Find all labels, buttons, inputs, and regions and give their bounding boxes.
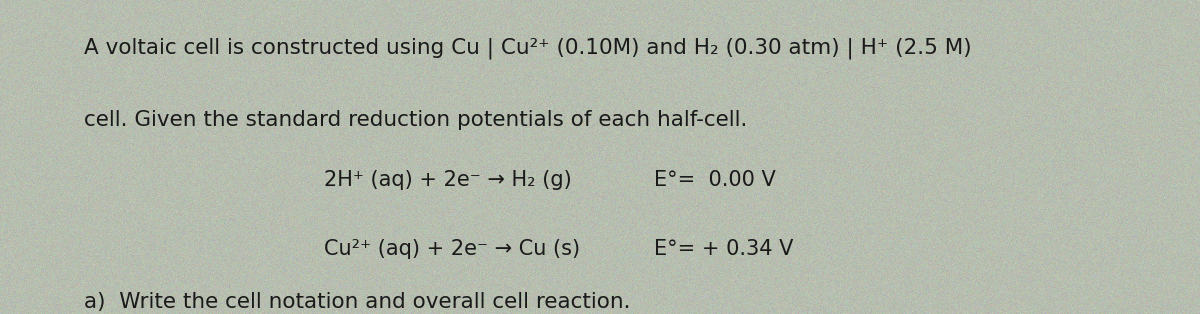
Text: E°=  0.00 V: E°= 0.00 V (654, 170, 775, 190)
Text: a)  Write the cell notation and overall cell reaction.: a) Write the cell notation and overall c… (84, 292, 630, 312)
Text: cell. Given the standard reduction potentials of each half-cell.: cell. Given the standard reduction poten… (84, 110, 748, 130)
Text: 2H⁺ (aq) + 2e⁻ → H₂ (g): 2H⁺ (aq) + 2e⁻ → H₂ (g) (324, 170, 571, 190)
Text: A voltaic cell is constructed using Cu | Cu²⁺ (0.10M) and H₂ (0.30 atm) | H⁺ (2.: A voltaic cell is constructed using Cu |… (84, 38, 972, 59)
Text: Cu²⁺ (aq) + 2e⁻ → Cu (s): Cu²⁺ (aq) + 2e⁻ → Cu (s) (324, 239, 580, 259)
Text: E°= + 0.34 V: E°= + 0.34 V (654, 239, 793, 259)
